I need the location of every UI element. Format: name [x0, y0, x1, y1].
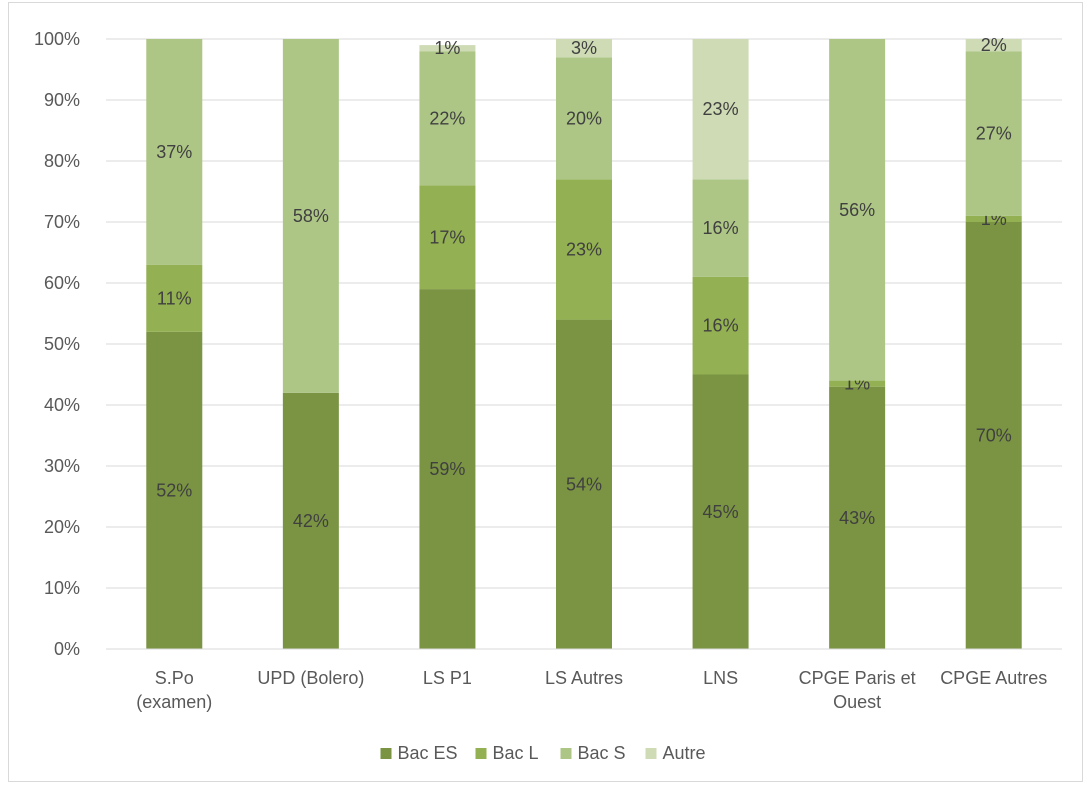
data-label: 43%: [839, 508, 875, 528]
bar-segment: [146, 39, 203, 265]
legend-label: Bac ES: [398, 743, 458, 763]
legend: Bac ES Bac L Bac S Autre: [380, 743, 706, 763]
data-label: 3%: [571, 38, 597, 58]
bar-segment: [829, 39, 886, 381]
bar-segment: [419, 51, 476, 186]
category-label: LS Autres: [545, 668, 623, 688]
bar-segment: [282, 39, 339, 393]
y-tick-label: 70%: [44, 212, 80, 232]
data-label: 42%: [293, 511, 329, 531]
data-label: 59%: [429, 459, 465, 479]
data-label: 56%: [839, 200, 875, 220]
bar-segment: [829, 386, 886, 649]
y-tick-label: 40%: [44, 395, 80, 415]
bar-segment: [829, 380, 886, 387]
data-label: 17%: [429, 227, 465, 247]
bar-segment: [146, 264, 203, 332]
chart-frame: 0% 10% 20% 30% 40% 50% 60% 70% 80% 90% 100% 52% 11%…: [8, 2, 1083, 782]
bars: 52% 11% 37% 42% 58% 59% 17% 22% 1% 54% 23% 20% 3% 45%…: [146, 35, 1022, 649]
bar-segment: [556, 57, 612, 180]
category-label: UPD (Bolero): [257, 668, 364, 688]
data-label: 16%: [703, 316, 739, 336]
y-tick-label: 90%: [44, 90, 80, 110]
bar-segment: [419, 289, 476, 649]
data-label: 23%: [566, 239, 602, 259]
data-label: 37%: [156, 142, 192, 162]
y-tick-label: 0%: [54, 639, 80, 659]
data-label: 58%: [293, 206, 329, 226]
bar-segment: [419, 45, 476, 52]
bar-segment: [692, 39, 749, 180]
bar-segment: [965, 222, 1022, 649]
data-label: 45%: [703, 502, 739, 522]
data-label: 52%: [156, 480, 192, 500]
data-label: 22%: [429, 108, 465, 128]
bar-segment: [692, 276, 749, 375]
category-label: LS P1: [423, 668, 472, 688]
legend-swatch: [380, 748, 392, 759]
data-label: 2%: [981, 35, 1007, 55]
bar-segment: [146, 331, 203, 649]
bar-segment: [556, 39, 612, 58]
legend-swatch: [645, 748, 657, 759]
y-tick-label: 50%: [44, 334, 80, 354]
category-label: CPGE Autres: [940, 668, 1047, 688]
bar-segment: [965, 51, 1022, 216]
data-label: 20%: [566, 108, 602, 128]
legend-label: Bac S: [578, 743, 626, 763]
bar-segment: [965, 39, 1022, 52]
stacked-bar-chart: 0% 10% 20% 30% 40% 50% 60% 70% 80% 90% 100% 52% 11%…: [34, 29, 1062, 763]
bar-segment: [282, 392, 339, 649]
category-label: LNS: [703, 668, 738, 688]
bar-segment: [556, 179, 612, 320]
legend-label: Bac L: [493, 743, 539, 763]
y-tick-label: 80%: [44, 151, 80, 171]
y-tick-label: 30%: [44, 456, 80, 476]
y-tick-label: 60%: [44, 273, 80, 293]
x-axis: S.Po (examen) UPD (Bolero) LS P1 LS Autres LN…: [106, 648, 1062, 712]
data-label: 16%: [703, 218, 739, 238]
y-tick-label: 10%: [44, 578, 80, 598]
data-label: 27%: [976, 124, 1012, 144]
bar-segment: [556, 319, 612, 649]
category-label: S.Po (examen): [136, 668, 212, 712]
category-label: CPGE Paris et Ouest: [799, 668, 916, 712]
data-label: 70%: [976, 426, 1012, 446]
bar-segment: [419, 185, 476, 290]
legend-label: Autre: [663, 743, 706, 763]
data-label: 11%: [157, 288, 192, 308]
data-label: 23%: [703, 99, 739, 119]
y-axis: 0% 10% 20% 30% 40% 50% 60% 70% 80% 90% 100%: [34, 29, 80, 659]
data-label: 54%: [566, 474, 602, 494]
legend-swatch: [475, 748, 487, 759]
bar-segment: [965, 215, 1022, 222]
data-label: 1%: [434, 38, 460, 58]
bar-segment: [692, 374, 749, 649]
bar-segment: [692, 179, 749, 277]
y-tick-label: 100%: [34, 29, 80, 49]
legend-swatch: [560, 748, 572, 759]
y-tick-label: 20%: [44, 517, 80, 537]
